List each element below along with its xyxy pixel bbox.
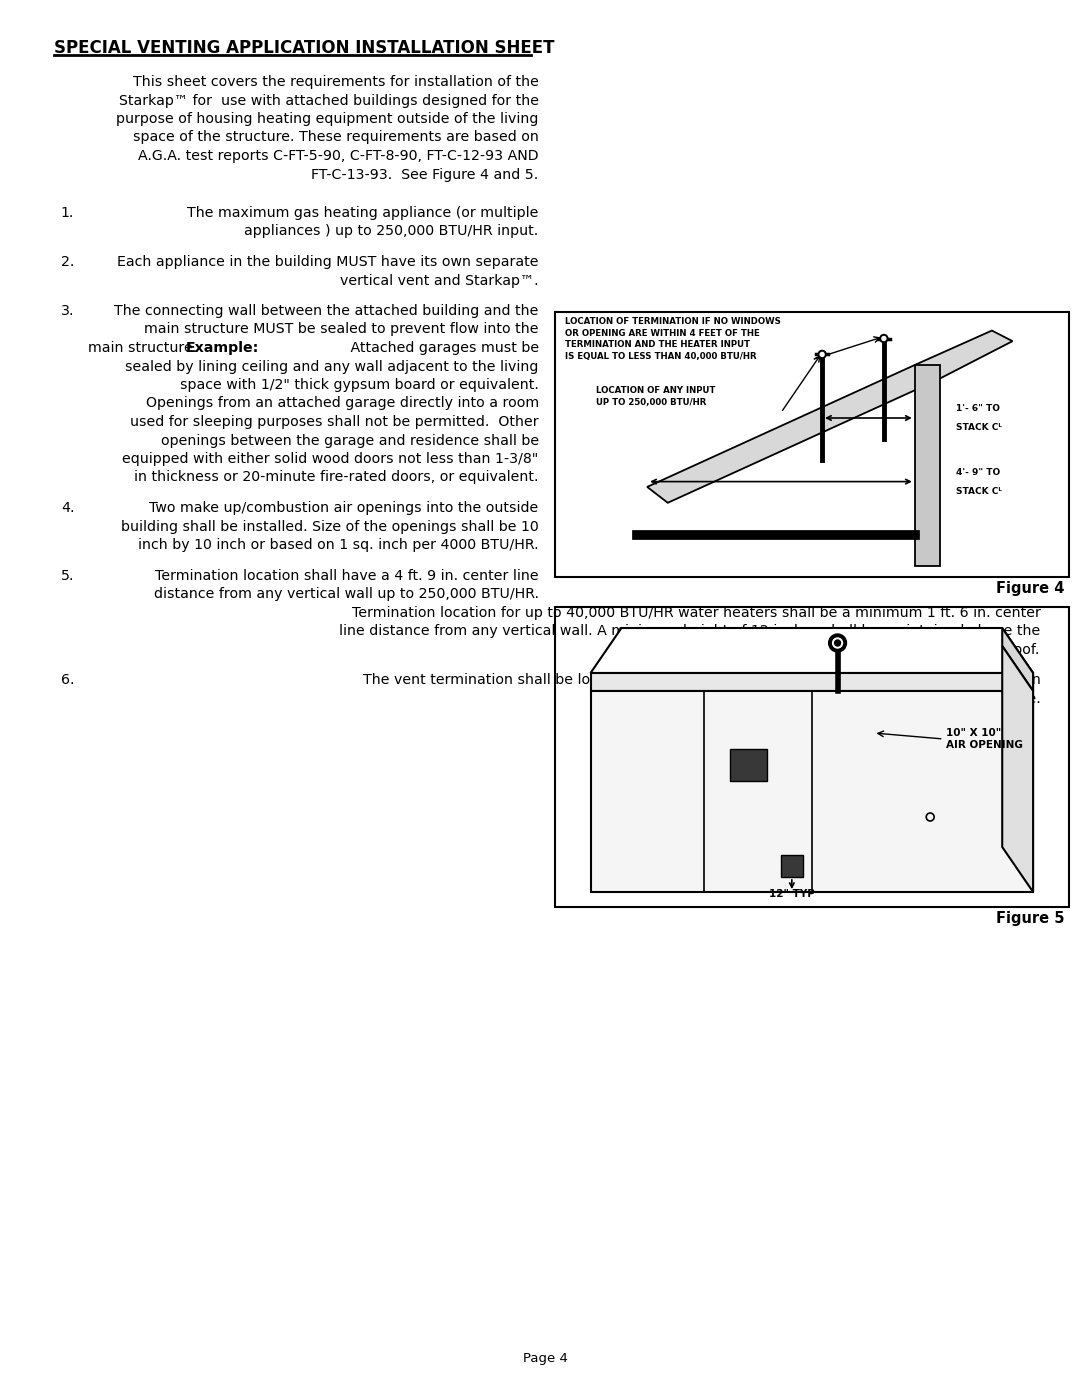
Text: openings between the garage and residence shall be: openings between the garage and residenc… <box>161 433 539 447</box>
Text: 1.: 1. <box>60 205 75 219</box>
Text: LOCATION OF TERMINATION IF NO WINDOWS
OR OPENING ARE WITHIN 4 FEET OF THE
TERMIN: LOCATION OF TERMINATION IF NO WINDOWS OR… <box>565 317 781 360</box>
Polygon shape <box>591 629 1034 673</box>
Text: SPECIAL VENTING APPLICATION INSTALLATION SHEET: SPECIAL VENTING APPLICATION INSTALLATION… <box>54 39 554 57</box>
Text: 1'- 6" TO: 1'- 6" TO <box>956 404 1000 414</box>
Text: building structure.: building structure. <box>909 692 1040 705</box>
Text: The vent termination shall be located at least 4 feet from any window or opening: The vent termination shall be located at… <box>363 673 1040 687</box>
Text: FT-C-13-93.  See Figure 4 and 5.: FT-C-13-93. See Figure 4 and 5. <box>311 168 539 182</box>
Text: This sheet covers the requirements for installation of the: This sheet covers the requirements for i… <box>133 75 539 89</box>
Text: Starkap™ for  use with attached buildings designed for the: Starkap™ for use with attached buildings… <box>119 94 539 108</box>
Polygon shape <box>915 331 1013 381</box>
Text: Termination location for up to 40,000 BTU/HR water heaters shall be a minimum 1 : Termination location for up to 40,000 BT… <box>352 605 1040 619</box>
Circle shape <box>835 640 840 645</box>
Text: building shall be installed. Size of the openings shall be 10: building shall be installed. Size of the… <box>121 520 539 534</box>
Text: The maximum gas heating appliance (or multiple: The maximum gas heating appliance (or mu… <box>187 205 539 219</box>
Polygon shape <box>591 692 1034 893</box>
Text: Openings from an attached garage directly into a room: Openings from an attached garage directl… <box>146 397 539 411</box>
Text: inch by 10 inch or based on 1 sq. inch per 4000 BTU/HR.: inch by 10 inch or based on 1 sq. inch p… <box>138 538 539 552</box>
Text: main structure MUST be sealed to prevent flow into the: main structure MUST be sealed to prevent… <box>145 323 539 337</box>
Text: main structure.: main structure. <box>89 341 206 355</box>
Circle shape <box>880 334 888 342</box>
Polygon shape <box>1002 645 1034 893</box>
Text: 6.: 6. <box>60 673 75 687</box>
Text: STACK Cᴸ: STACK Cᴸ <box>956 486 1002 496</box>
Bar <box>554 312 1069 577</box>
Text: Attached garages must be: Attached garages must be <box>346 341 539 355</box>
Text: used for sleeping purposes shall not be permitted.  Other: used for sleeping purposes shall not be … <box>130 415 539 429</box>
Text: space with 1/2" thick gypsum board or equivalent.: space with 1/2" thick gypsum board or eq… <box>180 379 539 393</box>
Circle shape <box>828 634 847 652</box>
Text: 4'- 9" TO: 4'- 9" TO <box>956 468 1000 476</box>
Text: Termination location shall have a 4 ft. 9 in. center line: Termination location shall have a 4 ft. … <box>156 569 539 583</box>
Polygon shape <box>1002 629 1034 692</box>
Text: equipped with either solid wood doors not less than 1-3/8": equipped with either solid wood doors no… <box>122 453 539 467</box>
Text: Example:: Example: <box>186 341 259 355</box>
Text: 5.: 5. <box>60 569 75 583</box>
Text: roof.: roof. <box>1009 643 1040 657</box>
Text: distance from any vertical wall up to 250,000 BTU/HR.: distance from any vertical wall up to 25… <box>153 587 539 601</box>
Text: 4.: 4. <box>60 502 75 515</box>
Text: LOCATION OF ANY INPUT
UP TO 250,000 BTU/HR: LOCATION OF ANY INPUT UP TO 250,000 BTU/… <box>596 386 715 407</box>
Circle shape <box>833 638 842 648</box>
Text: 3.: 3. <box>60 305 75 319</box>
Text: Figure 4: Figure 4 <box>996 581 1064 597</box>
Text: 10" X 10"
AIR OPENING: 10" X 10" AIR OPENING <box>946 728 1023 750</box>
Text: Two make up/combustion air openings into the outside: Two make up/combustion air openings into… <box>149 502 539 515</box>
Text: STACK Cᴸ: STACK Cᴸ <box>956 423 1002 432</box>
Circle shape <box>820 352 824 356</box>
Text: line distance from any vertical wall. A minimum height of 12 inches shall be mai: line distance from any vertical wall. A … <box>339 624 1040 638</box>
Bar <box>729 749 767 781</box>
Text: The connecting wall between the attached building and the: The connecting wall between the attached… <box>114 305 539 319</box>
Text: Each appliance in the building MUST have its own separate: Each appliance in the building MUST have… <box>118 256 539 270</box>
Polygon shape <box>591 673 1034 692</box>
Text: in thickness or 20-minute fire-rated doors, or equivalent.: in thickness or 20-minute fire-rated doo… <box>134 471 539 485</box>
Text: Page 4: Page 4 <box>523 1352 568 1365</box>
Circle shape <box>882 337 886 341</box>
Bar <box>554 608 1069 907</box>
Bar <box>915 365 941 566</box>
Circle shape <box>819 351 826 359</box>
Text: vertical vent and Starkap™.: vertical vent and Starkap™. <box>340 274 539 288</box>
Bar <box>781 855 802 877</box>
Text: A.G.A. test reports C-FT-5-90, C-FT-8-90, FT-C-12-93 AND: A.G.A. test reports C-FT-5-90, C-FT-8-90… <box>138 149 539 163</box>
Text: Figure 5: Figure 5 <box>996 911 1064 926</box>
Polygon shape <box>647 365 935 503</box>
Text: appliances ) up to 250,000 BTU/HR input.: appliances ) up to 250,000 BTU/HR input. <box>244 225 539 239</box>
Text: space of the structure. These requirements are based on: space of the structure. These requiremen… <box>133 130 539 144</box>
Text: 12" TYP: 12" TYP <box>769 888 814 900</box>
Text: 2.: 2. <box>60 256 75 270</box>
Text: purpose of housing heating equipment outside of the living: purpose of housing heating equipment out… <box>117 112 539 126</box>
Text: sealed by lining ceiling and any wall adjacent to the living: sealed by lining ceiling and any wall ad… <box>125 359 539 373</box>
